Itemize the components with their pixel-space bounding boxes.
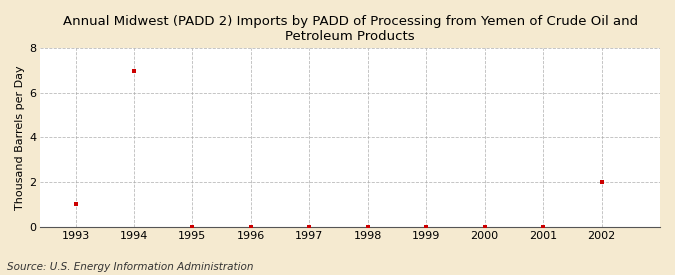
Point [246,224,256,229]
Title: Annual Midwest (PADD 2) Imports by PADD of Processing from Yemen of Crude Oil an: Annual Midwest (PADD 2) Imports by PADD … [63,15,638,43]
Point [479,224,490,229]
Point [421,224,431,229]
Point [128,68,139,73]
Text: Source: U.S. Energy Information Administration: Source: U.S. Energy Information Administ… [7,262,253,272]
Point [596,180,607,184]
Point [70,202,81,207]
Point [187,224,198,229]
Point [362,224,373,229]
Point [304,224,315,229]
Y-axis label: Thousand Barrels per Day: Thousand Barrels per Day [15,65,25,210]
Point [538,224,549,229]
